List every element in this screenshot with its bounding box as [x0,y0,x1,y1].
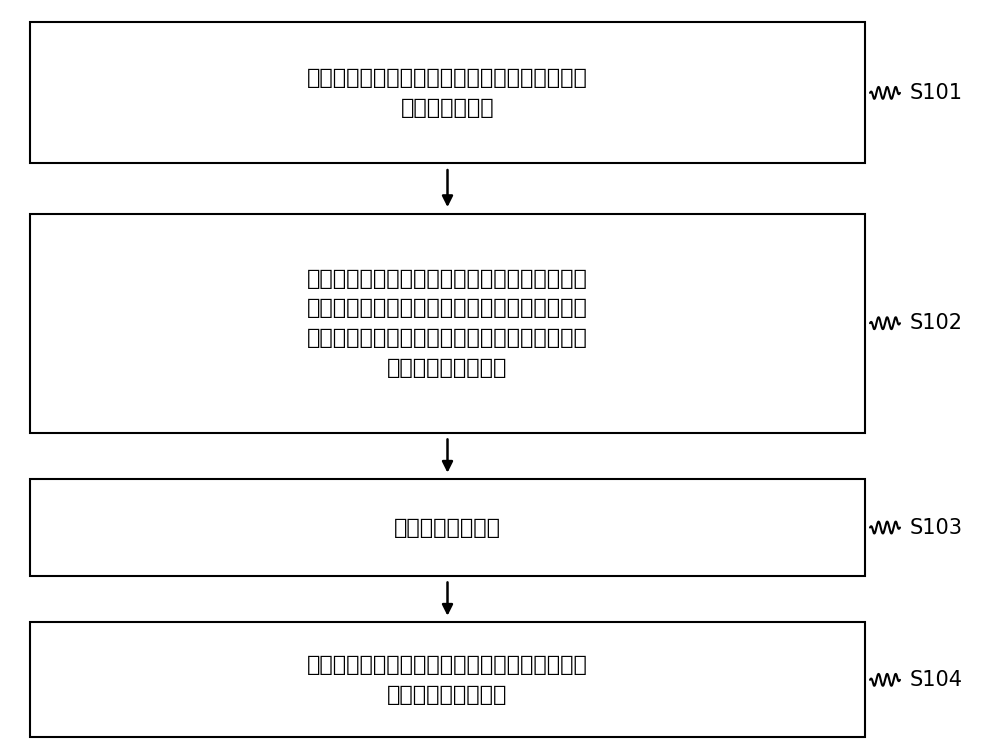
Text: S101: S101 [910,83,963,103]
Text: 接收计费优惠规则: 接收计费优惠规则 [394,518,501,537]
Text: S102: S102 [910,314,963,333]
Bar [30,479,865,576]
Text: 响应来自车辆终端的车辆解锁成功信息，按照计
费优惠规则进行计费: 响应来自车辆终端的车辆解锁成功信息，按照计 费优惠规则进行计费 [307,655,588,704]
Text: 将计费优惠请求信息发送至计费优惠服务器，以
使计费优惠服务器基于该计费优惠请求信息获取
历史骑行数据信息并根据历史骑行数据信息生成
并返回计费优惠规则: 将计费优惠请求信息发送至计费优惠服务器，以 使计费优惠服务器基于该计费优惠请求信… [307,269,588,377]
Bar [30,623,865,737]
Bar [30,214,865,432]
Text: 响应来自用户终端的解锁授权请求信息，生成计
费优惠请求信息: 响应来自用户终端的解锁授权请求信息，生成计 费优惠请求信息 [307,68,588,117]
Text: S104: S104 [910,670,963,690]
Text: S103: S103 [910,518,963,537]
Bar [30,22,865,163]
